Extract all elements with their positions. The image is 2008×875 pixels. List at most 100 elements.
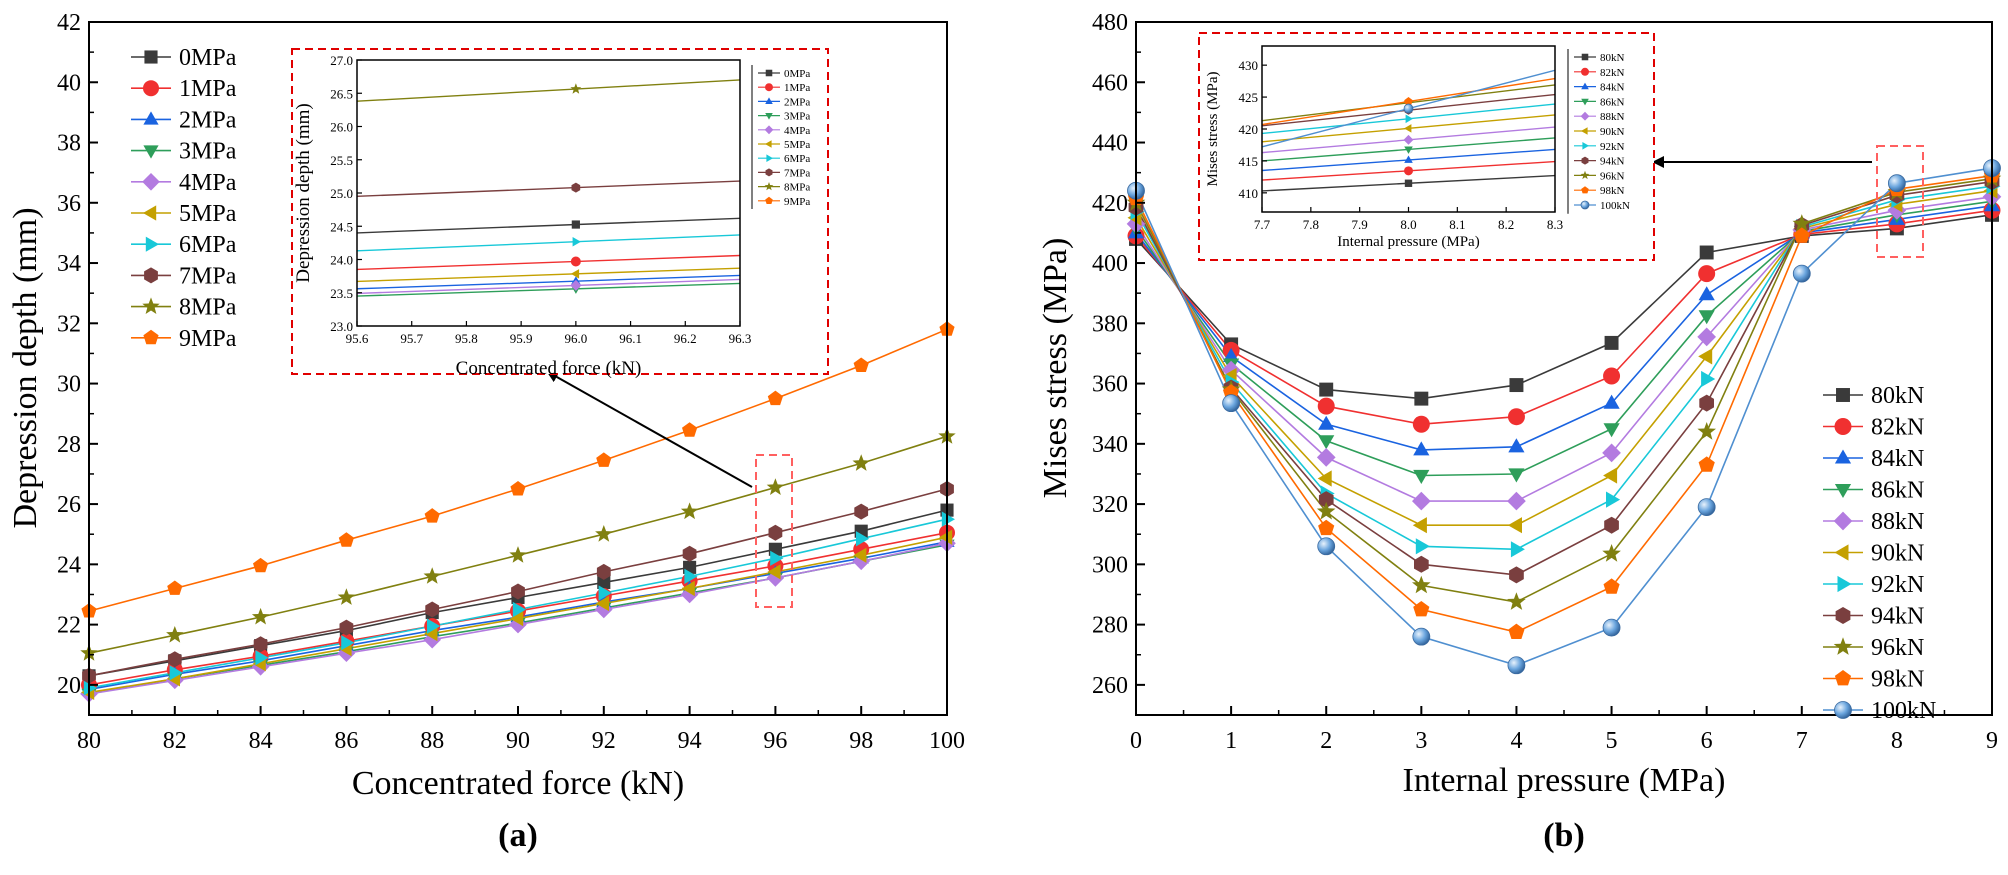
y-tick-label: 400 [1092, 251, 1128, 277]
series-line-86kN [1135, 200, 1993, 477]
series-points-7MPa [82, 481, 954, 684]
inset-legend-label: 100kN [1600, 200, 1630, 212]
inset-y-tick-label: 25.0 [330, 186, 353, 201]
chart-panel-a: 80 82 84 86 88 90 92 94 96 98 100 20 22 24 26 28 30 32 34 3… [7, 10, 965, 854]
legend-label: 5MPa [179, 201, 237, 227]
data-point-94kN-3 [1414, 555, 1429, 573]
inset-legend-label: 86kN [1600, 96, 1625, 108]
inset-legend-item-90kN: 90kN [1574, 126, 1625, 138]
inset-y-tick-label: 410 [1239, 186, 1259, 201]
chart-a-legend: 0MPa 1MPa 2MPa 3MPa 4MPa 5MPa 6MPa 7MPa 8MPa 9MPa [131, 45, 237, 352]
data-point-84kN-2 [1318, 415, 1335, 430]
inset-x-tick-label: 8.1 [1449, 217, 1465, 232]
data-point-8MPa-88 [423, 567, 441, 584]
inset-series [357, 79, 740, 297]
legend-marker-4MPa [142, 173, 160, 191]
inset-y-tick-label: 24.0 [330, 253, 353, 268]
legend-label: 100kN [1871, 698, 1936, 724]
x-tick-label: 7 [1796, 728, 1808, 754]
inset-y-tick-label: 26.0 [330, 120, 353, 135]
chart-a-inset-border [291, 48, 829, 375]
data-point-88kN-6 [1697, 327, 1716, 347]
inset-legend-item-3MPa: 3MPa [758, 111, 810, 123]
inset-legend-item-98kN: 98kN [1574, 185, 1625, 197]
inset-legend-marker-3MPa [765, 113, 773, 120]
inset-legend-label: 2MPa [784, 96, 810, 108]
y-tick-label: 260 [1092, 673, 1128, 699]
data-point-84kN-5 [1603, 394, 1620, 409]
inset-y-tick-label: 27.0 [330, 53, 353, 68]
chart-a-ylabel: Depression depth (mm) [7, 207, 44, 528]
inset-x-tick-label: 7.8 [1303, 217, 1319, 232]
data-point-88kN-5 [1602, 443, 1621, 463]
series-line-80kN [1135, 214, 1993, 400]
inset-legend-marker-94kN [1581, 156, 1589, 165]
series-line-7MPa [88, 488, 948, 677]
inset-legend-marker-98kN [1581, 186, 1589, 194]
inset-legend-label: 1MPa [784, 82, 810, 94]
data-point-96kN-7 [1792, 214, 1812, 232]
inset-legend-item-4MPa: 4MPa [758, 125, 810, 137]
inset-line-2MPa [357, 274, 740, 290]
y-tick-label: 24 [57, 552, 81, 578]
data-point-7MPa-88 [425, 601, 440, 618]
legend-label: 7MPa [179, 263, 237, 289]
legend-label: 1MPa [179, 76, 237, 102]
inset-legend-label: 6MPa [784, 153, 810, 165]
legend-item-4MPa: 4MPa [131, 170, 237, 196]
data-point-100kN-5 [1602, 618, 1621, 637]
legend-label: 94kN [1871, 604, 1924, 630]
inset-point-80kN [1404, 179, 1413, 187]
legend-marker-6MPa [145, 236, 159, 252]
inset-x-tick-label: 95.6 [346, 331, 369, 346]
data-point-86kN-2 [1318, 435, 1335, 450]
y-tick-label: 36 [57, 191, 81, 217]
legend-label: 2MPa [179, 107, 237, 133]
inset-y-tick-label: 26.5 [330, 86, 353, 101]
inset-legend-marker-90kN [1581, 127, 1588, 135]
data-point-0MPa-92 [597, 575, 611, 589]
legend-item-82kN: 82kN [1823, 415, 1924, 441]
chart-a-xlabel: Concentrated force (kN) [352, 765, 684, 802]
data-point-92kN-4 [1510, 541, 1525, 558]
inset-legend-marker-96kN [1580, 170, 1590, 180]
data-point-96kN-4 [1507, 592, 1526, 610]
inset-legend-label: 0MPa [784, 68, 810, 80]
inset-x-tick-label: 96.1 [619, 331, 642, 346]
y-tick-label: 340 [1092, 432, 1128, 458]
data-point-100kN-2 [1317, 537, 1336, 556]
data-point-86kN-6 [1698, 310, 1715, 325]
inset-x-tick-label: 96.0 [564, 331, 587, 346]
inset-point-1MPa [570, 256, 581, 267]
data-point-90kN-2 [1317, 470, 1332, 487]
legend-label: 6MPa [179, 232, 237, 258]
inset-legend-label: 82kN [1600, 67, 1625, 79]
data-point-6MPa-88 [427, 618, 441, 634]
data-point-5MPa-94 [681, 580, 695, 597]
x-tick-label: 8 [1891, 728, 1903, 754]
inset-point-84kN [1404, 155, 1413, 163]
data-point-100kN-6 [1697, 498, 1716, 517]
y-tick-label: 20 [57, 673, 81, 699]
y-tick-label: 460 [1092, 70, 1128, 96]
inset-legend-marker-88kN [1580, 111, 1590, 121]
inset-legend-item-82kN: 82kN [1574, 67, 1625, 79]
data-point-9MPa-82 [167, 580, 183, 595]
legend-label: 96kN [1871, 635, 1924, 661]
data-point-9MPa-98 [853, 357, 869, 372]
legend-item-88kN: 88kN [1823, 509, 1924, 535]
inset-legend: 0MPa 1MPa 2MPa 3MPa 4MPa 5MPa 6MPa 7MPa 8MPa 9MPa [751, 65, 810, 209]
legend-label: 9MPa [179, 326, 237, 352]
data-point-7MPa-96 [768, 524, 783, 541]
data-point-7MPa-92 [596, 563, 611, 580]
series-points-98kN [1127, 167, 2001, 639]
data-point-9MPa-84 [253, 557, 269, 573]
chart-a-series [80, 321, 956, 703]
legend-marker-98kN [1834, 670, 1852, 686]
inset-line-7MPa [357, 180, 740, 198]
legend-item-6MPa: 6MPa [131, 232, 237, 258]
chart-b-ticks: 0 1 2 3 4 5 6 7 8 9 260 280 300 320 340 360 380 400 420 440… [1092, 10, 1998, 754]
inset-legend-label: 84kN [1600, 82, 1625, 94]
inset-legend-item-84kN: 84kN [1574, 82, 1625, 94]
inset-legend-label: 92kN [1600, 141, 1625, 153]
